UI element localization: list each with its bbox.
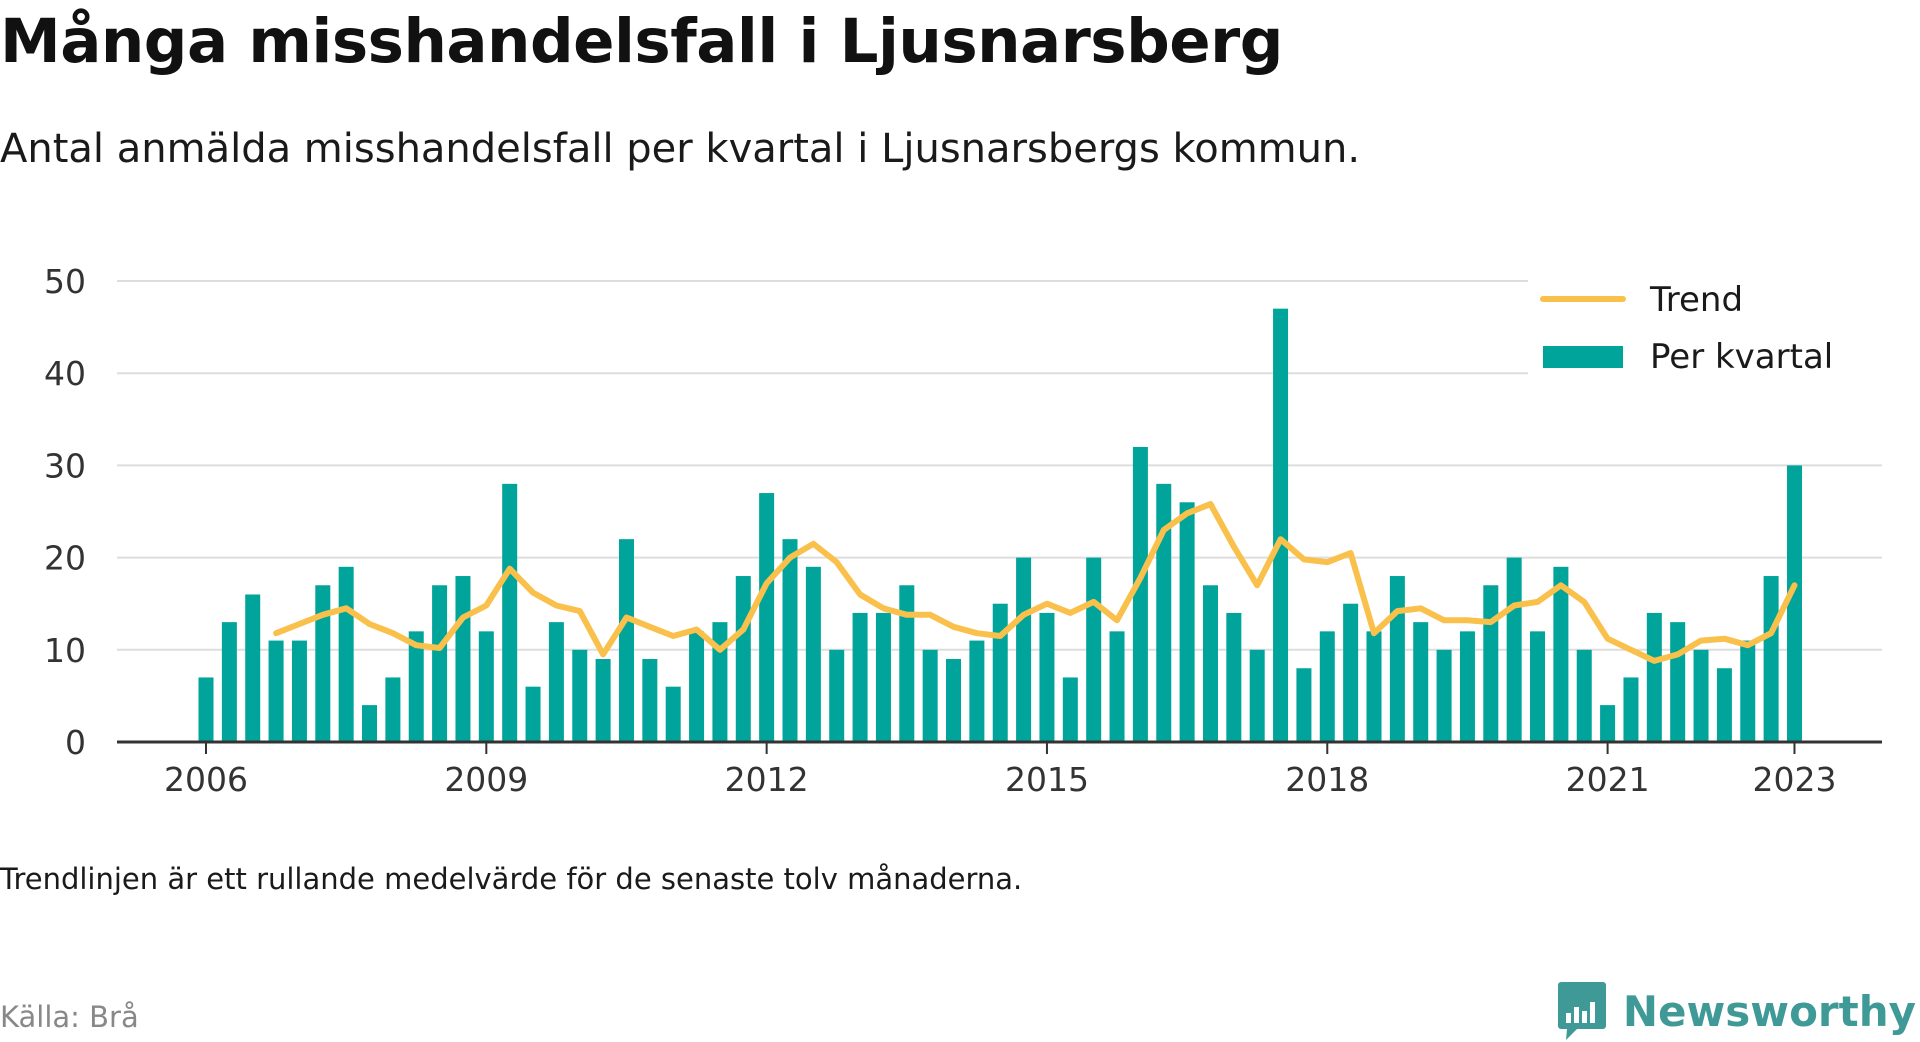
bar: [969, 640, 985, 742]
trend-series: [273, 501, 1798, 664]
bar: [922, 649, 938, 742]
x-tick-label: 2023: [1752, 760, 1836, 799]
bar: [1389, 576, 1405, 742]
y-tick-label: 20: [44, 539, 86, 578]
x-tick-label: 2021: [1566, 760, 1650, 799]
bar: [408, 631, 424, 742]
bar: [198, 677, 214, 742]
x-tick-label: 2009: [444, 760, 528, 799]
bar: [1249, 649, 1265, 742]
bar: [1062, 677, 1078, 742]
bar: [1156, 483, 1172, 742]
x-tick-label: 2006: [164, 760, 248, 799]
bar: [712, 622, 728, 742]
bar: [1039, 612, 1055, 742]
bar: [1366, 631, 1382, 742]
bar: [1763, 576, 1779, 742]
bar: [1273, 308, 1289, 742]
legend-bar-swatch: [1543, 346, 1623, 368]
bar: [1202, 585, 1218, 742]
bar: [291, 640, 307, 742]
bar: [1086, 557, 1102, 742]
axes: 0 10 20 30 40 50 2006 2009 2012 2015 2018 2021 2023: [44, 262, 1882, 799]
brand-logo: Newsworthy: [1557, 980, 1916, 1042]
bar: [1413, 622, 1429, 742]
bar: [782, 539, 798, 742]
bar: [946, 659, 962, 742]
bar: [385, 677, 401, 742]
bar: [1600, 705, 1616, 742]
bar: [875, 612, 891, 742]
bar: [1226, 612, 1242, 742]
x-tick-label: 2015: [1005, 760, 1089, 799]
bar: [735, 576, 751, 742]
bar: [362, 705, 378, 742]
bar: [1179, 502, 1195, 742]
bar: [572, 649, 588, 742]
bar: [829, 649, 845, 742]
chart-subtitle: Antal anmälda misshandelsfall per kvarta…: [0, 126, 1361, 172]
bar: [1786, 465, 1802, 742]
bar: [805, 566, 821, 742]
bar: [1109, 631, 1125, 742]
chart-title: Många misshandelsfall i Ljusnarsberg: [0, 6, 1283, 77]
bar: [338, 566, 354, 742]
brand-name: Newsworthy: [1622, 986, 1916, 1036]
bar: [1343, 603, 1359, 742]
bar: [1716, 668, 1732, 742]
bar: [1553, 566, 1569, 742]
bar: [899, 585, 915, 742]
legend: Trend Per kvartal: [1528, 277, 1888, 413]
bar: [1693, 649, 1709, 742]
bar: [1483, 585, 1499, 742]
legend-bar-label: Per kvartal: [1650, 337, 1833, 377]
bar: [665, 686, 681, 742]
bar: [852, 612, 868, 742]
bar: [1132, 446, 1148, 742]
bar: [1016, 557, 1032, 742]
bar: [992, 603, 1008, 742]
bar: [478, 631, 494, 742]
bar: [221, 622, 237, 742]
y-tick-label: 40: [44, 354, 86, 393]
bar: [502, 483, 518, 742]
bar: [1740, 640, 1756, 742]
y-tick-label: 30: [44, 446, 86, 485]
bar: [1576, 649, 1592, 742]
bar: [315, 585, 331, 742]
bar: [1459, 631, 1475, 742]
source-credit: Källa: Brå: [0, 1000, 139, 1034]
bar: [525, 686, 541, 742]
bar: [268, 640, 284, 742]
newsworthy-logo-icon: [1557, 982, 1606, 1040]
x-tick-label: 2018: [1285, 760, 1369, 799]
bar: [1319, 631, 1335, 742]
bar: [1530, 631, 1546, 742]
bar: [548, 622, 564, 742]
bar: [1646, 612, 1662, 742]
y-tick-label: 50: [44, 262, 86, 301]
bar: [1506, 557, 1522, 742]
bar: [1296, 668, 1312, 742]
bar: [1670, 622, 1686, 742]
bar: [618, 539, 634, 742]
bar: [245, 594, 261, 742]
bar: [455, 576, 471, 742]
bar: [689, 631, 705, 742]
bar: [1623, 677, 1639, 742]
y-tick-label: 0: [65, 723, 86, 762]
legend-trend-label: Trend: [1649, 280, 1743, 320]
bar: [595, 659, 611, 742]
bar: [642, 659, 658, 742]
x-tick-label: 2012: [725, 760, 809, 799]
trend-line: [273, 501, 1798, 664]
bar: [1436, 649, 1452, 742]
bar: [432, 585, 448, 742]
chart-note: Trendlinjen är ett rullande medelvärde f…: [0, 862, 1023, 896]
y-tick-label: 10: [44, 631, 86, 670]
bar: [759, 493, 775, 742]
